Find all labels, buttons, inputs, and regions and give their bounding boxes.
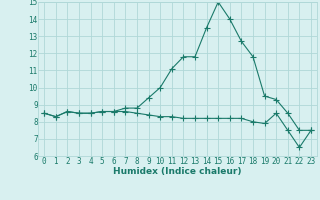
X-axis label: Humidex (Indice chaleur): Humidex (Indice chaleur)	[113, 167, 242, 176]
